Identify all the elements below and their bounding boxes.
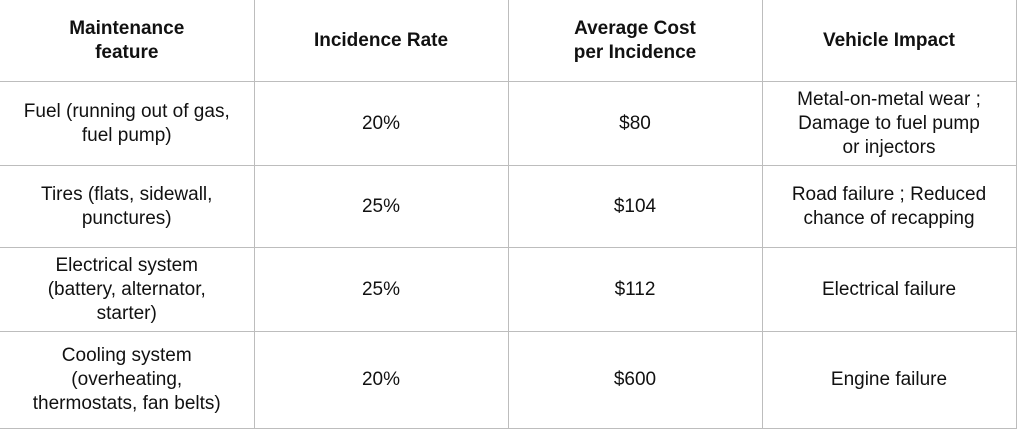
cell-maintenance-feature: Tires (flats, sidewall, punctures) (0, 165, 255, 248)
header-incidence-rate: Incidence Rate (253, 0, 509, 82)
cell-average-cost: $600 (507, 331, 763, 429)
header-row: Maintenance feature Incidence Rate Avera… (0, 0, 1017, 82)
cell-vehicle-impact: Road failure ; Reduced chance of recappi… (761, 165, 1017, 248)
header-vehicle-impact: Vehicle Impact (761, 0, 1017, 82)
cell-incidence-rate: 25% (253, 247, 509, 332)
cell-incidence-rate: 25% (253, 165, 509, 248)
table-row: Fuel (running out of gas, fuel pump) 20%… (0, 81, 1017, 166)
cell-vehicle-impact: Electrical failure (761, 247, 1017, 332)
cell-vehicle-impact: Metal-on-metal wear ; Damage to fuel pum… (761, 81, 1017, 166)
cell-average-cost: $80 (507, 81, 763, 166)
header-maintenance-feature: Maintenance feature (0, 0, 255, 82)
table-row: Cooling system (overheating, thermostats… (0, 331, 1017, 429)
table-row: Tires (flats, sidewall, punctures) 25% $… (0, 165, 1017, 248)
cell-average-cost: $104 (507, 165, 763, 248)
cell-average-cost: $112 (507, 247, 763, 332)
cell-maintenance-feature: Cooling system (overheating, thermostats… (0, 331, 255, 429)
cell-incidence-rate: 20% (253, 81, 509, 166)
cell-maintenance-feature: Electrical system (battery, alternator, … (0, 247, 255, 332)
table-row: Electrical system (battery, alternator, … (0, 247, 1017, 332)
cell-vehicle-impact: Engine failure (761, 331, 1017, 429)
header-average-cost: Average Cost per Incidence (507, 0, 763, 82)
cell-incidence-rate: 20% (253, 331, 509, 429)
cell-maintenance-feature: Fuel (running out of gas, fuel pump) (0, 81, 255, 166)
